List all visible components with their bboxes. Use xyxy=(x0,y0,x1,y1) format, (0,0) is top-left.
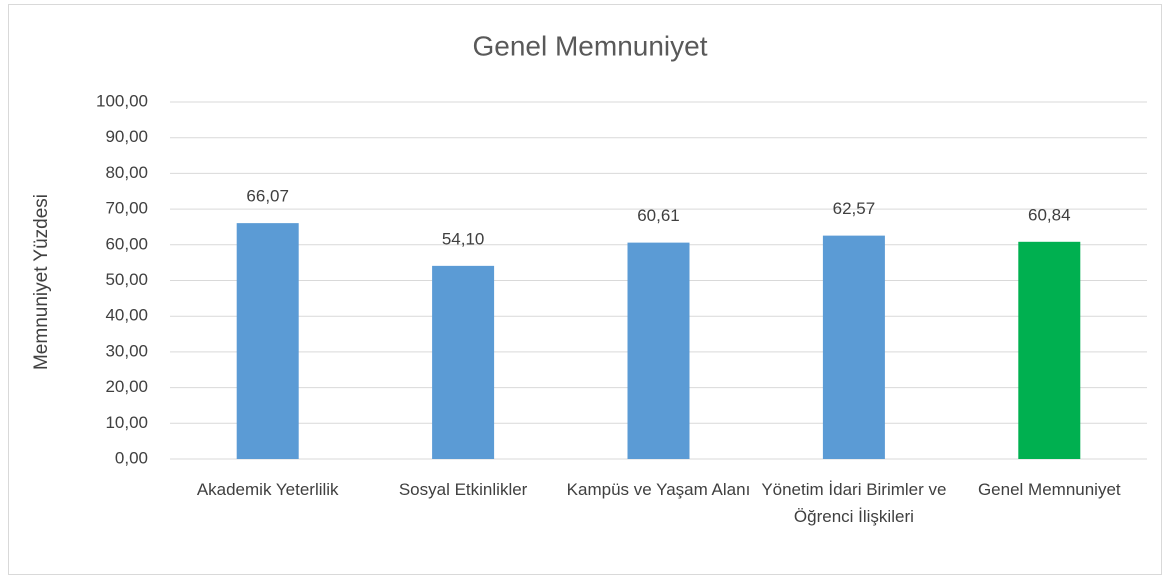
bar xyxy=(822,235,885,459)
bar xyxy=(1018,241,1081,459)
y-tick-label: 20,00 xyxy=(105,377,148,396)
x-tick-label: Kampüs ve Yaşam Alanı xyxy=(567,480,751,499)
y-tick-label: 60,00 xyxy=(105,234,148,253)
x-tick-label: Akademik Yeterlilik xyxy=(197,480,339,499)
x-tick-label: Genel Memnuniyet xyxy=(978,480,1121,499)
y-tick-label: 30,00 xyxy=(105,341,148,360)
bar xyxy=(236,223,299,459)
y-tick-label: 40,00 xyxy=(105,306,148,325)
bar xyxy=(627,242,690,459)
y-tick-label: 50,00 xyxy=(105,270,148,289)
data-label: 54,10 xyxy=(442,229,485,248)
data-label: 66,07 xyxy=(246,187,289,206)
y-axis-label: Memnuniyet Yüzdesi xyxy=(31,194,52,370)
y-tick-label: 0,00 xyxy=(115,448,148,467)
bar xyxy=(432,265,495,459)
y-tick-label: 100,00 xyxy=(96,91,148,110)
y-tick-label: 80,00 xyxy=(105,163,148,182)
y-tick-label: 70,00 xyxy=(105,199,148,218)
data-label: 60,61 xyxy=(637,206,680,225)
x-tick-label: Yönetim İdari Birimler ve Öğrenci İlişkil… xyxy=(761,480,946,526)
y-tick-label: 10,00 xyxy=(105,413,148,432)
y-tick-label: 90,00 xyxy=(105,127,148,146)
data-label: 60,84 xyxy=(1028,205,1071,224)
chart-title: Genel Memnuniyet xyxy=(472,30,707,61)
chart-border xyxy=(8,4,1162,575)
x-tick-label: Sosyal Etkinlikler xyxy=(399,480,528,499)
data-label: 62,57 xyxy=(833,199,876,218)
